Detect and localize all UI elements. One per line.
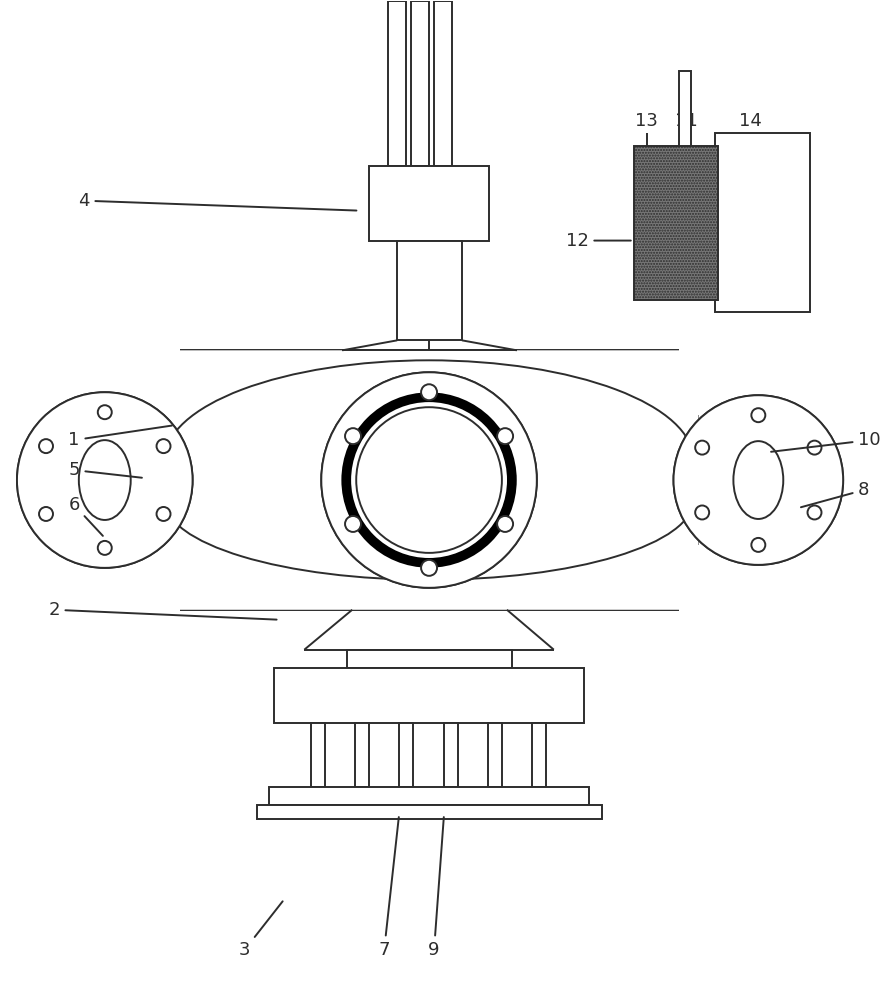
Circle shape: [356, 407, 502, 553]
Text: 5: 5: [68, 461, 142, 479]
Circle shape: [497, 428, 513, 444]
Circle shape: [98, 405, 111, 419]
Bar: [274, 668, 583, 723]
Text: 8: 8: [801, 481, 870, 507]
Ellipse shape: [734, 441, 783, 519]
Bar: [634, 146, 719, 300]
Circle shape: [39, 507, 53, 521]
Circle shape: [751, 408, 766, 422]
Bar: [679, 71, 691, 146]
Text: 2: 2: [49, 601, 277, 620]
Circle shape: [321, 372, 537, 588]
Circle shape: [98, 541, 111, 555]
Text: 12: 12: [566, 232, 631, 250]
Circle shape: [421, 560, 437, 576]
Bar: [715, 133, 811, 312]
Bar: [488, 723, 502, 787]
Circle shape: [807, 505, 821, 519]
Circle shape: [674, 395, 843, 565]
Circle shape: [156, 507, 171, 521]
Circle shape: [17, 392, 193, 568]
Text: 4: 4: [79, 192, 356, 211]
Circle shape: [807, 441, 821, 455]
Text: 13: 13: [635, 112, 658, 130]
Circle shape: [345, 516, 361, 532]
Bar: [355, 723, 370, 787]
Circle shape: [17, 392, 193, 568]
Text: 10: 10: [771, 431, 880, 452]
Circle shape: [695, 441, 709, 455]
Circle shape: [751, 538, 766, 552]
Bar: [411, 1, 429, 166]
Circle shape: [695, 505, 709, 519]
Text: 11: 11: [675, 112, 697, 130]
Circle shape: [674, 395, 843, 565]
Bar: [399, 723, 413, 787]
Text: 9: 9: [428, 817, 444, 959]
Text: 6: 6: [68, 496, 103, 536]
Bar: [311, 723, 325, 787]
Text: 7: 7: [378, 817, 399, 959]
Text: 14: 14: [739, 112, 762, 130]
Circle shape: [321, 372, 537, 588]
Bar: [532, 723, 545, 787]
Bar: [370, 166, 489, 241]
Bar: [347, 650, 512, 668]
FancyBboxPatch shape: [160, 350, 698, 610]
Circle shape: [497, 516, 513, 532]
Bar: [270, 787, 589, 805]
Circle shape: [345, 428, 361, 444]
Circle shape: [421, 384, 437, 400]
Bar: [444, 723, 458, 787]
Circle shape: [39, 439, 53, 453]
Bar: [388, 1, 406, 166]
Bar: [257, 805, 602, 819]
Circle shape: [156, 439, 171, 453]
Bar: [397, 241, 462, 340]
Text: 1: 1: [68, 426, 171, 449]
Text: 3: 3: [239, 901, 283, 959]
Bar: [434, 1, 452, 166]
Ellipse shape: [79, 440, 131, 520]
